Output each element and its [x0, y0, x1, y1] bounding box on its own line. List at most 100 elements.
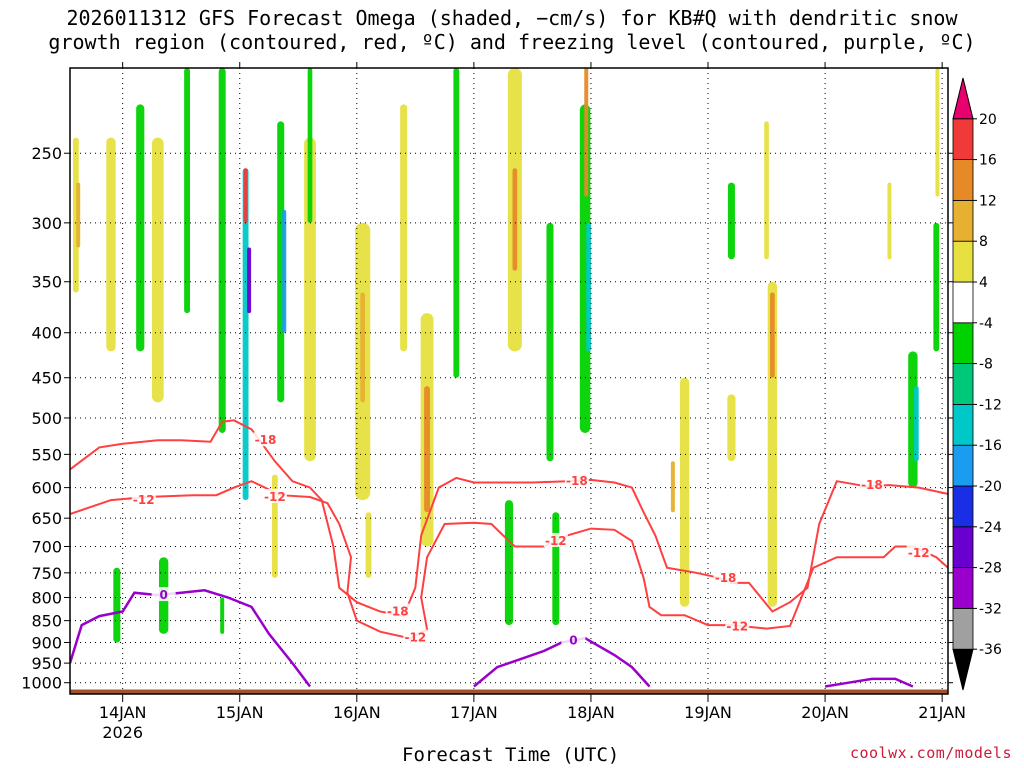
omega-blob — [304, 137, 316, 462]
contour-label: -12 — [264, 490, 286, 504]
colorbar-label: -12 — [979, 397, 1002, 413]
omega-blob — [914, 386, 919, 462]
y-tick-label: 600 — [31, 479, 62, 498]
y-tick-label: 400 — [31, 324, 62, 343]
terrain-band — [70, 689, 948, 694]
y-tick-label: 800 — [31, 588, 62, 607]
x-tick-label: 18JAN — [567, 703, 615, 722]
omega-blob — [106, 137, 116, 352]
contour-label-bg — [543, 532, 568, 547]
omega-blob — [243, 168, 248, 223]
y-tick-label: 300 — [31, 214, 62, 233]
colorbar-label: 16 — [979, 153, 997, 169]
omega-blob — [727, 182, 735, 260]
omega-blob — [453, 68, 460, 378]
colorbar-label: -28 — [979, 561, 1002, 577]
y-tick-label: 700 — [31, 537, 62, 556]
omega-blob — [218, 68, 226, 433]
omega-blob — [307, 68, 313, 223]
omega-blob — [504, 500, 514, 626]
contour-label: -18 — [387, 605, 409, 619]
omega-blob — [727, 394, 736, 462]
colorbar-bin — [952, 444, 974, 487]
y-tick-label: 450 — [31, 369, 62, 388]
colorbar-label: -32 — [979, 601, 1002, 617]
x-tick-label: 15JAN — [216, 703, 264, 722]
contour-label: -18 — [566, 474, 588, 488]
omega-blob — [424, 386, 430, 513]
colorbar-label: -36 — [979, 642, 1002, 658]
contour-label: -12 — [545, 534, 567, 548]
x-tick-label: 19JAN — [684, 703, 732, 722]
contour-label: -18 — [715, 571, 737, 585]
y-tick-label: 500 — [31, 409, 62, 428]
colorbar-bin — [952, 199, 974, 242]
colorbar-bin — [952, 526, 974, 568]
colorbar-label: -4 — [979, 316, 993, 332]
contour-label: -12 — [908, 546, 930, 560]
omega-blob — [247, 247, 252, 314]
title-line-1: 2026011312 GFS Forecast Omega (shaded, −… — [66, 6, 958, 30]
y-tick-label: 1000 — [21, 674, 62, 693]
colorbar-bin — [952, 322, 974, 364]
colorbar-bin — [952, 363, 974, 405]
omega-blob — [277, 121, 285, 403]
colorbar-bin — [952, 567, 974, 609]
omega-blob — [76, 182, 81, 248]
contour-label: 0 — [569, 633, 577, 647]
contour-label: -12 — [133, 493, 155, 507]
colorbar-label: 12 — [979, 193, 997, 209]
colorbar-bin — [952, 403, 974, 446]
colorbar-bin — [952, 118, 974, 161]
omega-blob — [184, 68, 190, 314]
omega-blob — [400, 104, 408, 352]
contour-label-bg — [151, 587, 176, 602]
y-tick-label: 550 — [31, 445, 62, 464]
contour-label-bg — [403, 629, 428, 644]
omega-blob — [670, 461, 675, 513]
title-line-2: growth region (contoured, red, ºC) and f… — [48, 30, 976, 54]
contour-label-bg — [253, 432, 278, 447]
y-tick-label: 650 — [31, 509, 62, 528]
omega-blob — [770, 292, 775, 378]
contour-label-bg — [713, 569, 738, 584]
x-tick-sublabel: 2026 — [102, 723, 143, 742]
colorbar-bin — [952, 281, 974, 324]
omega-blob — [72, 137, 79, 293]
contour-label: -18 — [255, 433, 277, 447]
contour-label-bg — [564, 473, 589, 488]
colorbar-label: 4 — [979, 275, 988, 291]
colorbar-bin — [952, 159, 974, 201]
omega-blob — [136, 104, 145, 352]
omega-blob — [220, 597, 225, 634]
colorbar-bin — [952, 77, 974, 120]
colorbar-bin — [952, 648, 974, 691]
freezing-level-contour — [824, 677, 914, 688]
y-tick-label: 350 — [31, 273, 62, 292]
omega-blob — [546, 222, 554, 462]
contour-label-bg — [262, 489, 287, 504]
y-tick-label: 850 — [31, 612, 62, 631]
omega-blob — [151, 137, 164, 403]
x-tick-label: 20JAN — [801, 703, 849, 722]
contour-label-bg — [859, 477, 884, 492]
y-tick-label: 750 — [31, 564, 62, 583]
y-tick-label: 900 — [31, 633, 62, 652]
colorbar-label: -8 — [979, 357, 993, 373]
colorbar-bin — [952, 485, 974, 528]
omega-blob — [933, 222, 940, 352]
colorbar-bin — [952, 608, 974, 650]
contour-label-bg — [561, 632, 586, 647]
contour-label-bg — [725, 618, 750, 633]
contour-label-bg — [906, 544, 931, 559]
omega-blob — [679, 377, 690, 607]
x-tick-label: 16JAN — [333, 703, 381, 722]
omega-blob — [887, 182, 892, 260]
contour-label-bg — [385, 603, 410, 618]
y-tick-label: 950 — [31, 654, 62, 673]
omega-blob — [764, 121, 769, 260]
colorbar-label: 8 — [979, 234, 988, 250]
contour-label: -12 — [405, 630, 427, 644]
colorbar-label: -20 — [979, 479, 1002, 495]
